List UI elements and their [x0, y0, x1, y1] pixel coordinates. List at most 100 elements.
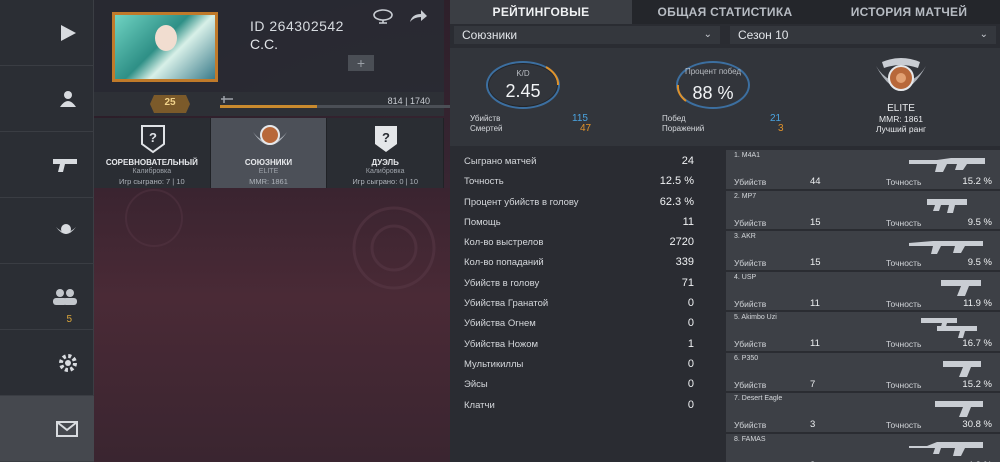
friends-count: 5 [66, 314, 72, 325]
mode-title: ДУЭЛЬ [371, 158, 399, 167]
stat-label: Эйсы [464, 379, 488, 391]
weapon-kills-label: Убийств [734, 420, 767, 430]
nav-weapons[interactable] [0, 132, 94, 198]
stat-value: 12.5 % [659, 175, 694, 188]
chevron-down-icon: ⌄ [703, 29, 712, 40]
season-select[interactable]: Сезон 10 ⌄ [730, 26, 996, 44]
weapon-row[interactable]: 3. AKR Убийств 15 Точность 9.5 % [726, 231, 1000, 271]
winrate-arc [676, 84, 687, 102]
network-icon[interactable] [372, 8, 394, 24]
rifle-icon [909, 441, 983, 456]
kd-value: 2.45 [505, 81, 541, 101]
player-id: ID 264302542 [250, 18, 344, 34]
weapon-name: 7. Desert Eagle [734, 395, 783, 402]
mode-games: MMR: 1861 [249, 177, 288, 186]
mode-select-value: Союзники [462, 28, 518, 42]
share-icon[interactable] [408, 8, 428, 24]
overview: K/D 2.45 Процент побед 88 % Убийств 115 … [450, 48, 1000, 146]
play-icon [61, 24, 76, 41]
mode-games: Игр сыграно: 7 | 10 [118, 177, 185, 186]
mode-select[interactable]: Союзники ⌄ [454, 26, 720, 44]
weapon-list: 1. M4A1 Убийств 44 Точность 15.2 % 2. MP7 Убий… [726, 150, 1000, 462]
weapon-accuracy-label: Точность [886, 217, 922, 228]
emblem-icon [56, 223, 76, 234]
nav-friends[interactable]: 5 [0, 264, 94, 330]
mode-duel[interactable]: ? ДУЭЛЬ Калибровка Игр сыграно: 0 | 10 [327, 118, 445, 188]
mail-icon [56, 420, 78, 437]
stat-value: 0 [687, 317, 694, 330]
weapon-accuracy-value: 4.3 % [968, 460, 992, 462]
stat-label: Сыграно матчей [464, 156, 537, 167]
weapon-row[interactable]: 1. M4A1 Убийств 44 Точность 15.2 % [726, 150, 1000, 190]
stat-label: Помощь [464, 216, 501, 228]
table-row: Кол-во попаданий 339 [454, 251, 722, 271]
losses-value: 3 [778, 123, 784, 134]
weapon-name: 3. AKR [734, 233, 756, 240]
weapon-row[interactable]: 8. FAMAS Убийств 3 Точность 4.3 % [726, 433, 1000, 462]
stat-label: Убийства Гранатой [464, 298, 549, 310]
rank-name: ELITE [887, 103, 915, 114]
stats-list: Сыграно матчей 24 Точность 12.5 % Процент уб… [454, 150, 722, 414]
tab-history[interactable]: ИСТОРИЯ МАТЧЕЙ [850, 5, 968, 19]
weapon-kills-label: Убийств [734, 298, 767, 309]
table-row: Эйсы 0 [454, 373, 722, 393]
weapon-kills-value: 7 [810, 378, 816, 390]
rifle-icon [941, 279, 981, 296]
tab-ranked[interactable]: РЕЙТИНГОВЫЕ [450, 0, 632, 24]
weapon-kills-label: Убийств [734, 339, 767, 349]
weapon-row[interactable]: 5. Akimbo Uzi Убийств 11 Точность 16.7 % [726, 312, 1000, 352]
weapon-accuracy-label: Точность [886, 379, 922, 390]
rifle-icon [909, 158, 985, 172]
weapon-row[interactable]: 7. Desert Eagle Убийств 3 Точность 30.8 % [726, 393, 1000, 433]
unranked-shield-icon: ? [141, 125, 165, 154]
profile-card: ID 264302542 C.C. + [94, 0, 444, 92]
table-row: Убийства Ножом 1 [454, 333, 722, 353]
table-row: Мультикиллы 0 [454, 353, 722, 373]
weapon-kills-value: 15 [810, 257, 821, 268]
weapon-accuracy-label: Точность [886, 420, 922, 430]
friends-icon [53, 288, 77, 305]
stat-label: Убийства Огнем [464, 318, 536, 330]
weapon-row[interactable]: 6. P350 Убийств 7 Точность 15.2 % [726, 352, 1000, 392]
weapon-name: 6. P350 [734, 354, 759, 362]
weapon-accuracy-label: Точность [886, 177, 922, 187]
stat-value: 71 [681, 276, 694, 289]
weapon-accuracy-value: 11.9 % [963, 297, 992, 309]
weapon-kills-label: Убийств [734, 177, 767, 187]
level-number: 25 [164, 97, 176, 108]
mode-competitive[interactable]: ? СОРЕВНОВАТЕЛЬНЫЙ Калибровка Игр сыгран… [94, 118, 211, 188]
mode-games: Игр сыграно: 0 | 10 [352, 177, 419, 186]
kd-arc [545, 66, 560, 86]
weapon-kills-label: Убийств [734, 461, 766, 462]
table-row: Кол-во выстрелов 2720 [454, 231, 722, 251]
best-rank-label: Лучший ранг [875, 124, 927, 134]
rifle-icon [943, 360, 981, 377]
nav-mail[interactable] [0, 396, 94, 462]
table-row: Процент убийств в голову 62.3 % [454, 191, 722, 211]
add-button[interactable]: + [348, 55, 374, 71]
avatar[interactable] [112, 12, 218, 82]
nav-ranks[interactable] [0, 198, 94, 264]
stat-label: Убийства Ножом [464, 338, 539, 350]
stat-label: Процент убийств в голову [464, 196, 579, 208]
nav-play[interactable] [0, 0, 94, 66]
weapon-row[interactable]: 2. MP7 Убийств 15 Точность 9.5 % [726, 190, 1000, 230]
rose-ornament-icon [125, 189, 436, 290]
mode-allies[interactable]: СОЮЗНИКИ ELITE MMR: 1861 [210, 118, 328, 188]
weapon-kills-label: Убийств [734, 379, 767, 390]
nav-profile[interactable] [0, 66, 94, 132]
player-name: C.C. [250, 36, 278, 52]
season-select-value: Сезон 10 [738, 28, 789, 42]
nav-settings[interactable] [0, 330, 94, 396]
weapon-name: 8. FAMAS [734, 435, 766, 443]
pistol-icon [53, 158, 77, 172]
wins-label: Побед [662, 114, 686, 123]
mode-status: Калибровка [132, 168, 172, 175]
weapon-row[interactable]: 4. USP Убийств 11 Точность 11.9 % [726, 271, 1000, 311]
tab-overall[interactable]: ОБЩАЯ СТАТИСТИКА [657, 5, 793, 19]
mode-status: Калибровка [365, 168, 405, 175]
stat-value: 0 [687, 357, 694, 370]
stat-label: Убийств в голову [464, 277, 540, 289]
rifle-icon [921, 318, 977, 338]
weapon-accuracy-value: 16.7 % [962, 338, 992, 349]
